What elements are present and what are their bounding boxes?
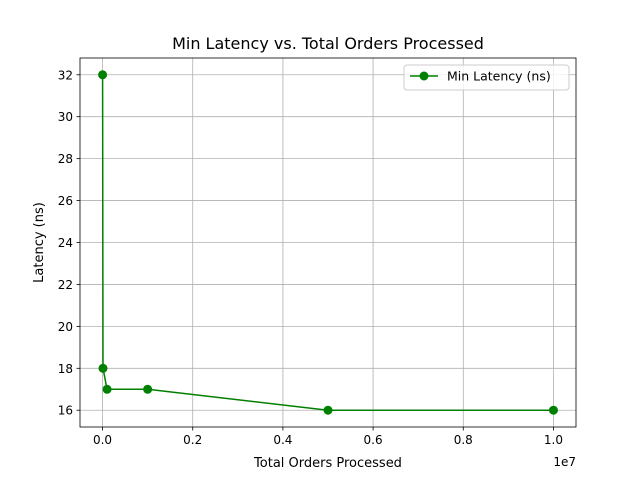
- data-series: [98, 70, 558, 415]
- data-point: [143, 384, 153, 394]
- x-tick-label: 0.0: [93, 433, 112, 447]
- data-point: [98, 70, 108, 80]
- x-tick-label: 0.6: [364, 433, 383, 447]
- y-tick-label: 26: [58, 194, 73, 208]
- x-tick-label: 0.2: [183, 433, 202, 447]
- chart-title: Min Latency vs. Total Orders Processed: [172, 34, 484, 53]
- y-tick-label: 30: [58, 110, 73, 124]
- y-tick-label: 22: [58, 278, 73, 292]
- data-point: [98, 363, 108, 373]
- data-point: [102, 384, 112, 394]
- y-tick-label: 24: [58, 236, 73, 250]
- x-tick-label: 0.8: [454, 433, 473, 447]
- x-tick-label: 1.0: [544, 433, 563, 447]
- x-axis-offset-label: 1e7: [553, 455, 576, 469]
- x-axis-label: Total Orders Processed: [253, 456, 402, 471]
- series-line: [101, 74, 554, 411]
- axis-ticks: 0.0 0.2 0.4 0.6 0.8 1.0 16 18 20 22 24 26 28 30 32: [58, 68, 563, 447]
- grid-lines: [80, 58, 576, 427]
- x-tick-label: 0.4: [273, 433, 292, 447]
- legend-frame: [403, 64, 570, 91]
- data-point: [548, 405, 558, 415]
- legend-marker-swatch: [419, 71, 429, 81]
- legend-entry-label: Min Latency (ns): [447, 69, 551, 84]
- y-tick-label: 32: [58, 68, 73, 82]
- y-tick-label: 18: [58, 362, 73, 376]
- data-point: [323, 405, 333, 415]
- y-axis-label: Latency (ns): [32, 202, 47, 283]
- y-tick-label: 16: [58, 404, 73, 418]
- y-tick-label: 20: [58, 320, 73, 334]
- y-tick-label: 28: [58, 152, 73, 166]
- legend: Min Latency (ns): [403, 64, 570, 91]
